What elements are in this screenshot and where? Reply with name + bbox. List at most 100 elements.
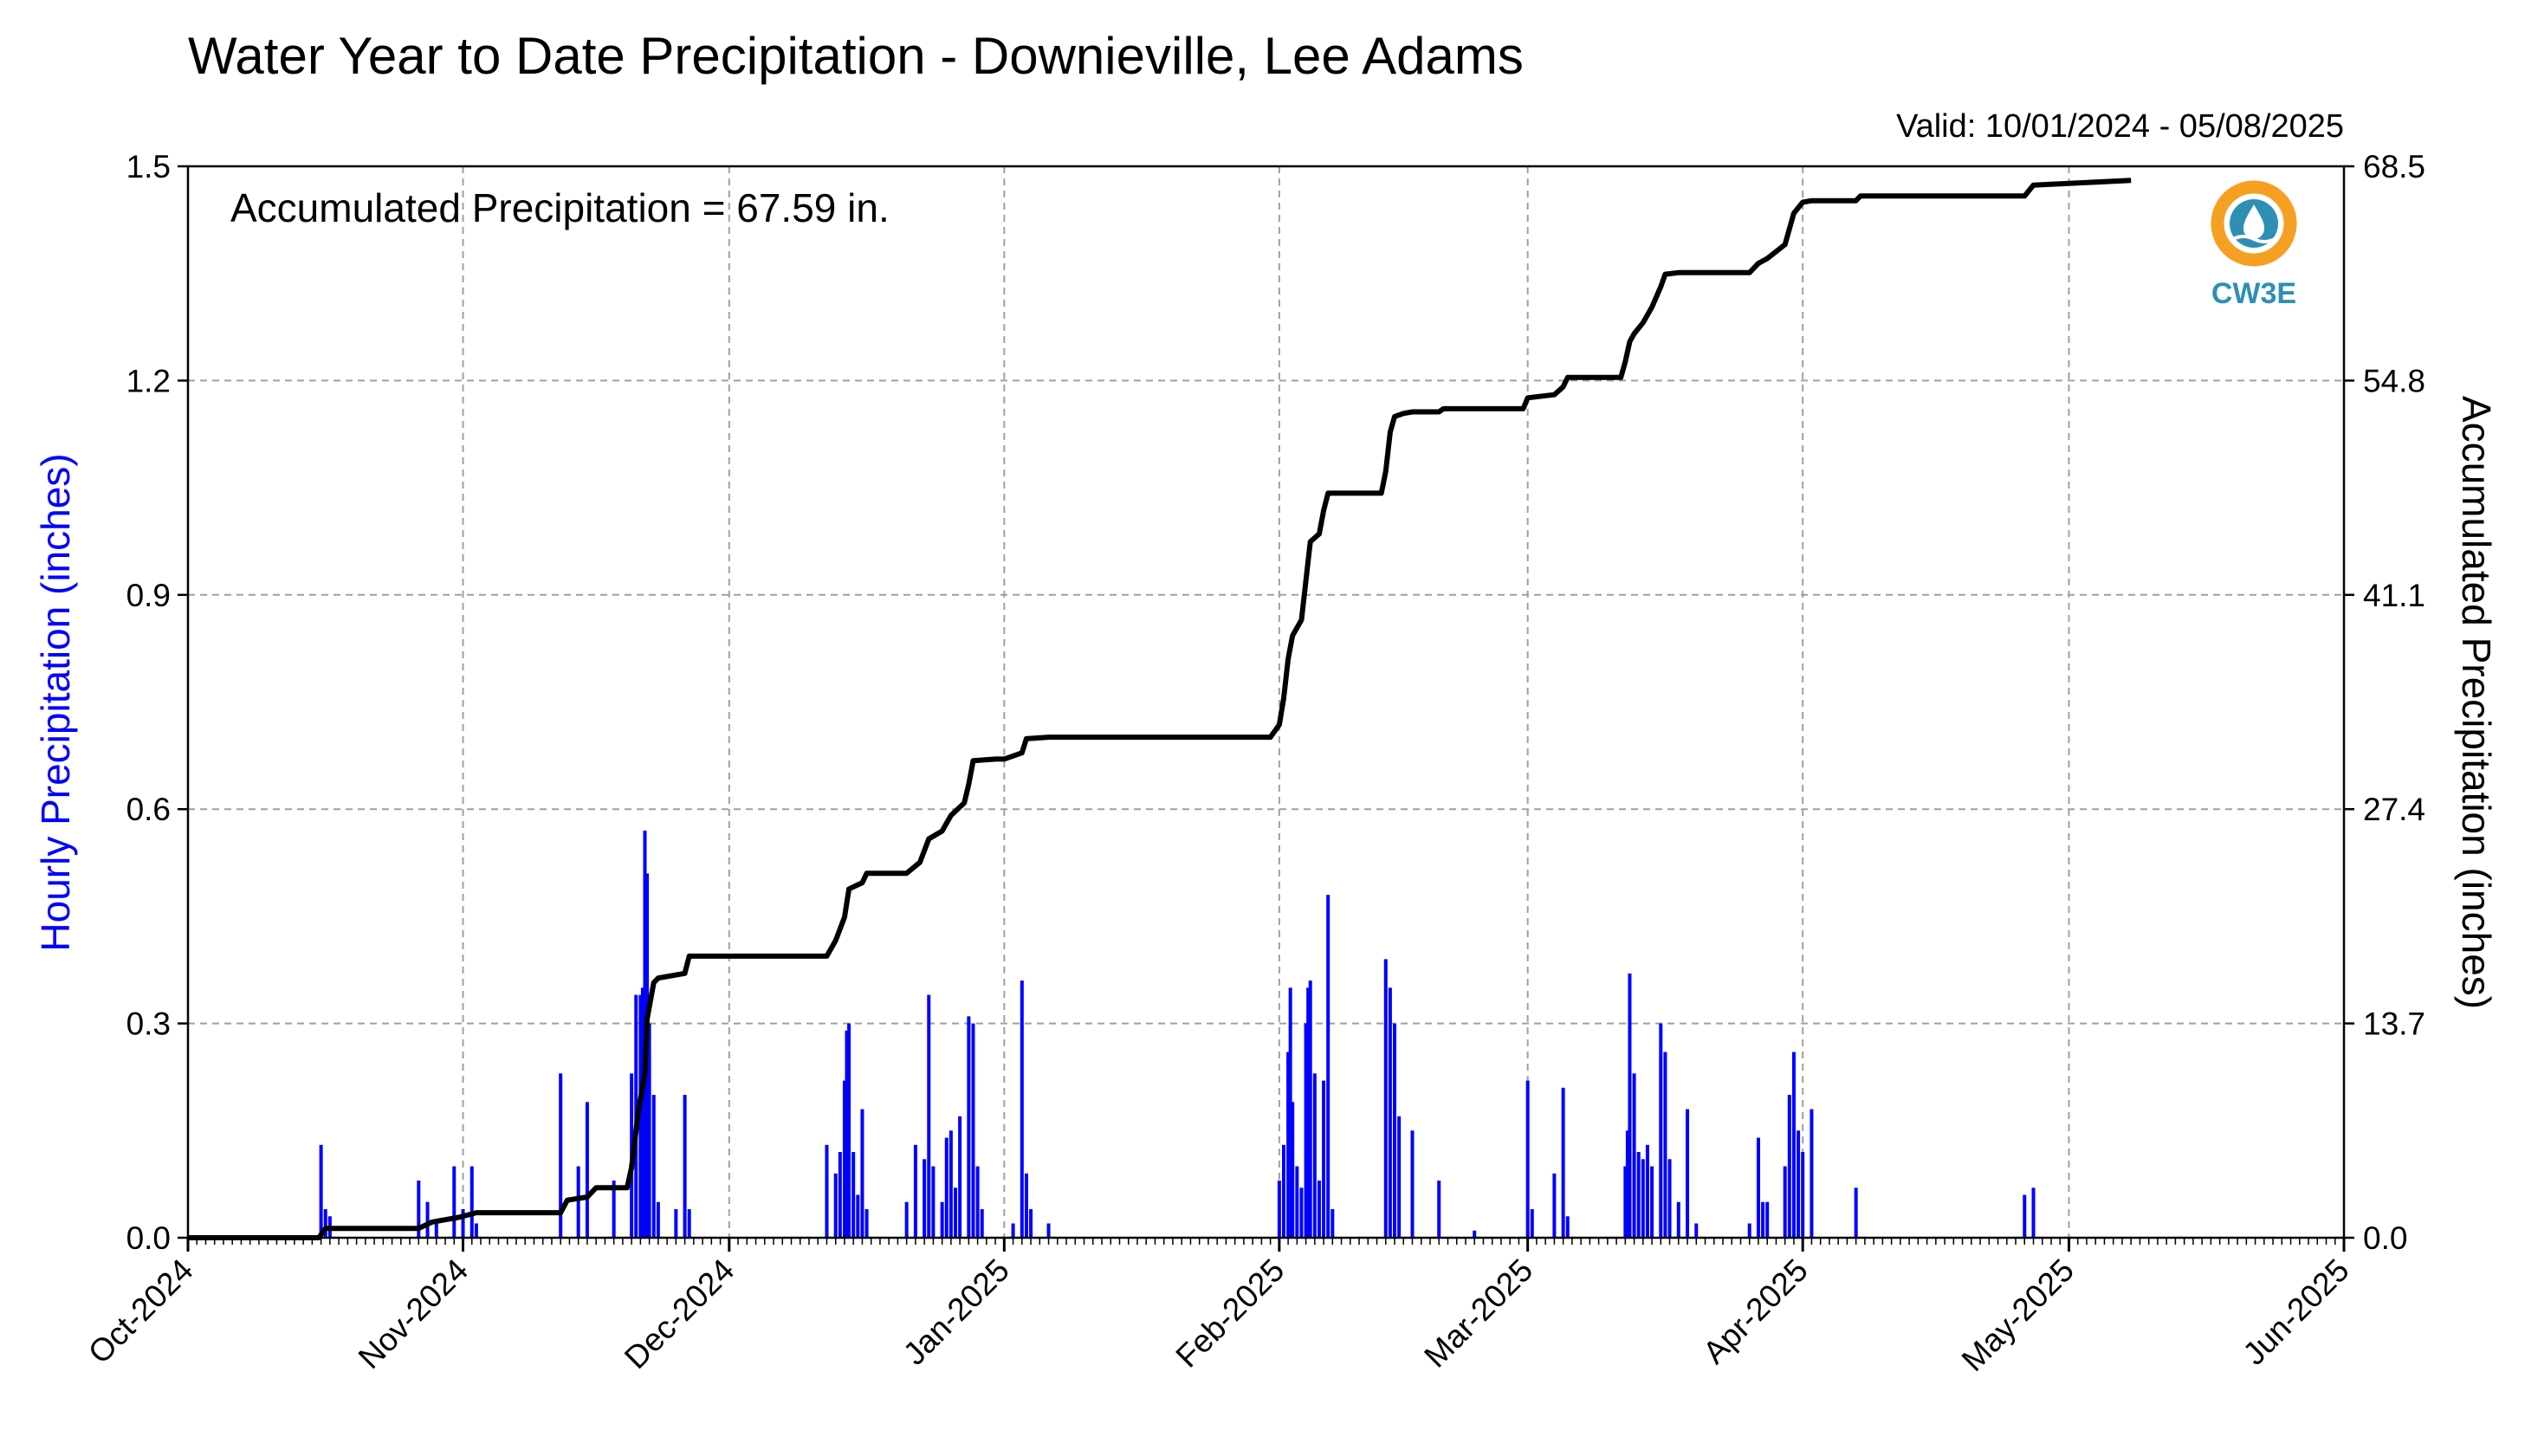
y-left-tick-label: 0.9 (126, 578, 171, 613)
hourly-precip-bar (1410, 1130, 1415, 1238)
hourly-precip-bar (687, 1209, 691, 1238)
hourly-precip-bar (469, 1166, 474, 1238)
hourly-precip-bar (1628, 973, 1632, 1238)
hourly-precip-bar (1011, 1223, 1015, 1238)
hourly-precip-bar (1797, 1130, 1801, 1238)
hourly-precip-bar (1636, 1152, 1641, 1238)
hourly-precip-bar (923, 1159, 927, 1238)
accumulated-total-label: Accumulated Precipitation = 67.59 in. (230, 185, 890, 230)
x-tick-label: Mar-2025 (1417, 1252, 1539, 1375)
hourly-precip-bar (1791, 1052, 1796, 1238)
hourly-precip-bar (1530, 1209, 1534, 1238)
hourly-precip-bar (1393, 1023, 1397, 1238)
hourly-precip-bar (651, 1095, 656, 1238)
hourly-precip-bar (1694, 1223, 1699, 1238)
hourly-precip-bar (1667, 1159, 1672, 1238)
hourly-precip-bar (1286, 1052, 1291, 1238)
y-right-tick-label: 41.1 (2363, 578, 2425, 613)
hourly-precip-bar (1686, 1109, 1690, 1238)
hourly-precip-bar (1783, 1166, 1787, 1238)
hourly-precip-bar (559, 1073, 563, 1238)
hourly-precip-bar (461, 1209, 465, 1238)
x-tick-label: Feb-2025 (1169, 1252, 1292, 1375)
hourly-precip-bar (612, 1181, 616, 1238)
hourly-precip-bar (1623, 1166, 1628, 1238)
hourly-precip-bar (683, 1095, 687, 1238)
hourly-precip-bar (856, 1194, 860, 1238)
hourly-precip-bar (904, 1201, 909, 1238)
hourly-precip-bar (954, 1187, 958, 1238)
hourly-precip-bar (1659, 1023, 1663, 1238)
hourly-precip-bar (1299, 1187, 1304, 1238)
hourly-precip-bar (1020, 980, 1024, 1238)
y-right-tick-label: 54.8 (2363, 363, 2425, 398)
hourly-precip-bar (585, 1102, 589, 1238)
hourly-precip-bar (319, 1144, 323, 1238)
chart-title: Water Year to Date Precipitation - Downi… (188, 27, 1524, 85)
logo-drop-icon (2243, 204, 2264, 239)
hourly-precip-bar (1288, 987, 1292, 1238)
hourly-precip-bar (860, 1109, 864, 1238)
hourly-precip-bar (1854, 1187, 1858, 1238)
hourly-precip-bar (1326, 895, 1330, 1238)
hourly-precip-bar (1645, 1144, 1649, 1238)
hourly-precip-bar (940, 1201, 944, 1238)
hourly-precip-bar (1306, 987, 1311, 1238)
hourly-precip-bar (967, 1016, 971, 1238)
y-right-tick-label: 13.7 (2363, 1006, 2425, 1042)
hourly-precip-bar (1312, 1073, 1317, 1238)
hourly-precip-bar (1650, 1166, 1654, 1238)
logo-text: CW3E (2211, 277, 2296, 310)
axis-ticks: 0.0 0.3 0.6 0.9 1.2 1.5 0.0 13.7 27.4 41.1 54.8 68.… (81, 149, 2425, 1378)
hourly-precip-bar (1437, 1181, 1441, 1238)
hourly-precip-bar (913, 1144, 917, 1238)
y-left-tick-label: 0.6 (126, 792, 171, 827)
hourly-precip-bar (944, 1137, 948, 1238)
hourly-precip-bar (1787, 1095, 1791, 1238)
hourly-precip-bar (838, 1152, 842, 1238)
hourly-precip-bar (833, 1173, 838, 1238)
hourly-precip-bar (971, 1023, 975, 1238)
hourly-precip-bar (1024, 1173, 1028, 1238)
x-tick-label: Jan-2025 (897, 1252, 1016, 1372)
hourly-precip-bar (1676, 1201, 1680, 1238)
hourly-precip-bar (1756, 1137, 1760, 1238)
y-left-tick-label: 1.5 (126, 149, 171, 184)
hourly-precip-bar (638, 994, 643, 1238)
x-tick-label: Oct-2024 (81, 1252, 200, 1371)
hourly-precip-bar (1383, 959, 1388, 1238)
y-left-tick-label: 0.3 (126, 1006, 171, 1042)
hourly-precip-bar (1801, 1152, 1805, 1238)
hourly-precip-bar (1046, 1223, 1051, 1238)
hourly-precip-bar (1765, 1201, 1770, 1238)
hourly-precip-bar (958, 1116, 962, 1238)
hourly-precip-bar (1747, 1223, 1751, 1238)
hourly-precip-bar (1295, 1166, 1299, 1238)
hourly-precip-bar (1397, 1116, 1402, 1238)
hourly-precip-bar (656, 1201, 660, 1238)
right-axis-label: Accumulated Precipitation (inches) (2454, 396, 2499, 1009)
hourly-precip-bar (1632, 1073, 1636, 1238)
hourly-precip-bar (1388, 987, 1392, 1238)
hourly-precip-bar (1029, 1209, 1033, 1238)
hourly-bars (319, 830, 2036, 1238)
hourly-precip-bar (1308, 980, 1312, 1238)
x-tick-label: Dec-2024 (618, 1252, 741, 1375)
logo-sun-ring (2211, 180, 2297, 267)
accumulated-line-group (188, 178, 2132, 1240)
hourly-precip-bar (1561, 1087, 1565, 1238)
hourly-precip-bar (845, 1030, 849, 1238)
y-left-tick-label: 0.0 (126, 1220, 171, 1256)
hourly-precip-bar (674, 1209, 678, 1238)
x-tick-label: May-2025 (1955, 1252, 2081, 1378)
hourly-precip-bar (640, 987, 644, 1238)
hourly-precip-bar (1473, 1230, 1477, 1238)
hourly-precip-bar (847, 1023, 851, 1238)
hourly-precip-bar (1525, 1080, 1530, 1238)
hourly-precip-bar (2031, 1187, 2036, 1238)
gridlines (188, 166, 2344, 1238)
hourly-precip-bar (864, 1209, 869, 1238)
hourly-precip-bar (1810, 1109, 1814, 1238)
hourly-precip-bar (927, 994, 931, 1238)
